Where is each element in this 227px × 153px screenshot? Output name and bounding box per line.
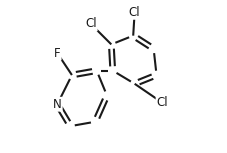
Text: Cl: Cl bbox=[85, 17, 97, 30]
Text: Cl: Cl bbox=[129, 6, 141, 19]
Text: F: F bbox=[54, 47, 61, 60]
Text: N: N bbox=[53, 98, 62, 111]
Text: Cl: Cl bbox=[157, 96, 168, 109]
